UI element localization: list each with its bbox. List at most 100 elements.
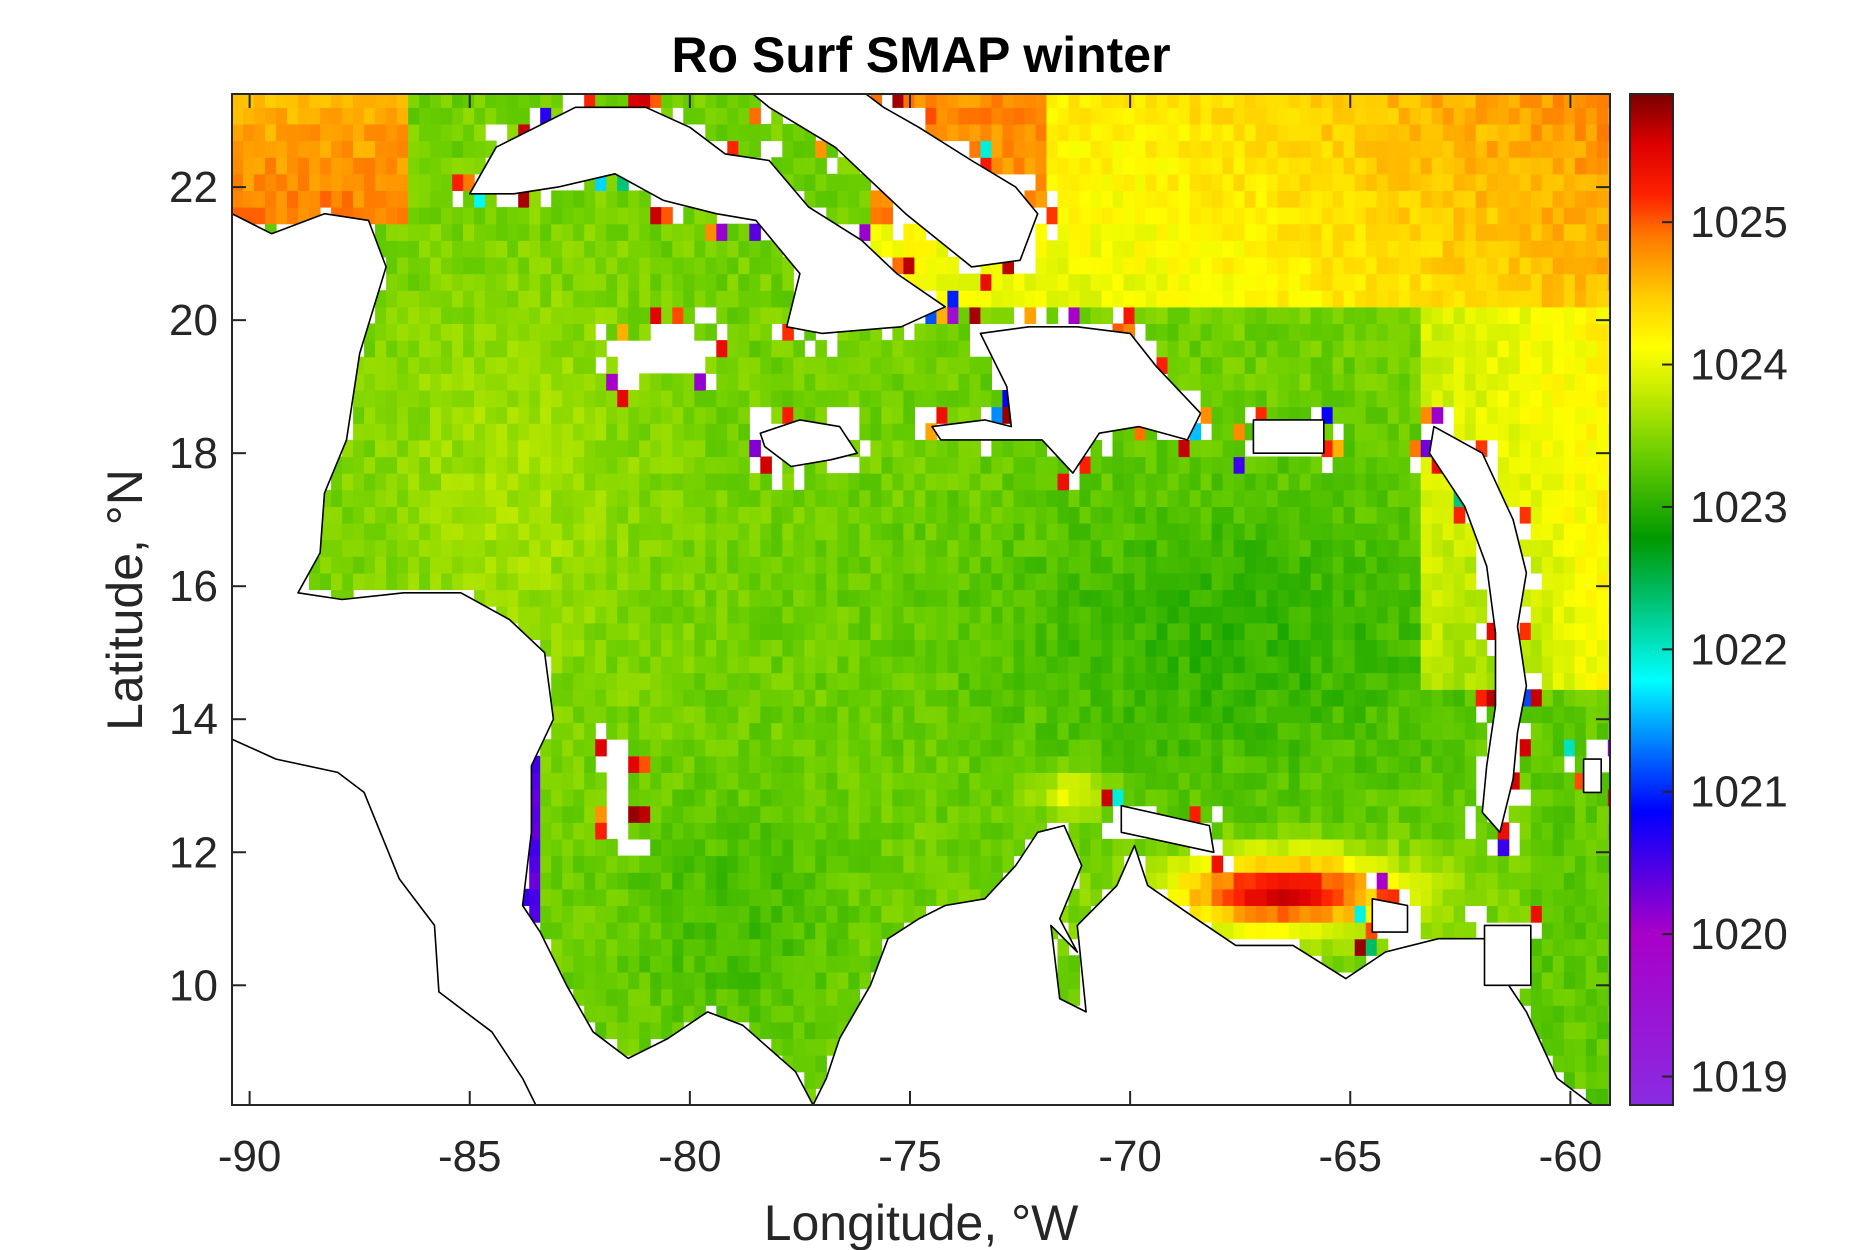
heatmap-cell xyxy=(606,373,618,391)
heatmap-cell xyxy=(925,622,937,640)
heatmap-cell xyxy=(584,922,596,940)
heatmap-cell xyxy=(617,290,629,308)
heatmap-cell xyxy=(408,390,420,408)
heatmap-cell xyxy=(617,606,629,624)
heatmap-cell xyxy=(408,94,420,108)
heatmap-cell xyxy=(584,223,596,241)
heatmap-cell xyxy=(892,589,904,607)
heatmap-cell xyxy=(397,439,409,458)
heatmap-cell xyxy=(595,739,607,757)
heatmap-cell xyxy=(1321,705,1334,724)
heatmap-cell xyxy=(1222,888,1235,906)
heatmap-cell xyxy=(331,123,343,142)
heatmap-cell xyxy=(584,439,596,458)
heatmap-cell xyxy=(1420,523,1433,541)
heatmap-cell xyxy=(1486,107,1499,125)
heatmap-cell xyxy=(1475,606,1488,624)
heatmap-cell xyxy=(815,689,827,707)
heatmap-cell xyxy=(1068,140,1081,158)
heatmap-cell xyxy=(1420,672,1433,690)
heatmap-cell xyxy=(540,789,552,807)
heatmap-cell xyxy=(1321,323,1334,341)
heatmap-cell xyxy=(331,473,343,491)
heatmap-cell xyxy=(1486,290,1499,308)
heatmap-cell xyxy=(1299,838,1312,857)
heatmap-cell xyxy=(1266,622,1279,640)
heatmap-cell xyxy=(650,506,662,524)
heatmap-cell xyxy=(1453,356,1466,374)
heatmap-cell xyxy=(485,207,497,225)
heatmap-cell xyxy=(1376,622,1389,640)
heatmap-cell xyxy=(782,157,794,175)
heatmap-cell xyxy=(1266,656,1279,674)
heatmap-cell xyxy=(1310,523,1323,541)
heatmap-cell xyxy=(1299,755,1312,773)
heatmap-cell xyxy=(705,805,717,823)
heatmap-cell xyxy=(837,672,849,690)
heatmap-cell xyxy=(386,107,398,125)
heatmap-cell xyxy=(1189,572,1202,591)
heatmap-cell xyxy=(1453,589,1466,607)
heatmap-cell xyxy=(1266,922,1279,940)
heatmap-cell xyxy=(1233,689,1246,707)
heatmap-cell xyxy=(562,356,574,374)
heatmap-cell xyxy=(826,772,838,790)
heatmap-cell xyxy=(1211,223,1224,241)
heatmap-cell xyxy=(1453,539,1466,557)
heatmap-cell xyxy=(650,639,662,657)
heatmap-cell xyxy=(584,240,596,258)
heatmap-cell xyxy=(551,373,563,391)
heatmap-cell xyxy=(474,207,486,225)
heatmap-cell xyxy=(793,689,805,707)
heatmap-cell xyxy=(848,772,860,790)
heatmap-cell xyxy=(320,572,332,591)
heatmap-cell xyxy=(1233,639,1246,657)
heatmap-cell xyxy=(1222,539,1235,557)
heatmap-cell xyxy=(1376,572,1389,591)
heatmap-cell xyxy=(1431,323,1444,341)
heatmap-cell xyxy=(1310,273,1323,291)
heatmap-cell xyxy=(727,672,739,690)
heatmap-cell xyxy=(1310,888,1323,906)
heatmap-cell xyxy=(771,123,783,142)
heatmap-cell xyxy=(1354,123,1367,142)
heatmap-cell xyxy=(1123,606,1136,624)
heatmap-cell xyxy=(496,223,508,241)
heatmap-cell xyxy=(1266,838,1279,857)
heatmap-cell xyxy=(551,473,563,491)
heatmap-cell xyxy=(584,905,596,923)
heatmap-cell xyxy=(1266,207,1279,225)
heatmap-cell xyxy=(760,988,772,1006)
heatmap-cell xyxy=(419,306,431,324)
heatmap-cell xyxy=(551,572,563,591)
heatmap-cell xyxy=(507,423,519,441)
heatmap-cell xyxy=(1112,207,1125,225)
heatmap-cell xyxy=(573,838,585,857)
heatmap-cell xyxy=(485,257,497,275)
heatmap-cell xyxy=(562,772,574,790)
heatmap-cell xyxy=(1266,888,1279,906)
heatmap-cell xyxy=(1519,905,1532,923)
heatmap-cell xyxy=(1244,656,1257,674)
heatmap-cell xyxy=(419,439,431,458)
heatmap-cell xyxy=(529,855,541,873)
heatmap-cell xyxy=(925,390,937,408)
heatmap-cell xyxy=(1233,94,1246,108)
heatmap-cell xyxy=(1288,306,1301,324)
heatmap-cell xyxy=(1167,306,1180,324)
heatmap-cell xyxy=(1211,556,1224,574)
heatmap-cell xyxy=(892,94,904,108)
heatmap-cell xyxy=(870,656,882,674)
heatmap-cell xyxy=(1508,173,1521,191)
heatmap-cell xyxy=(1200,273,1213,291)
heatmap-cell xyxy=(1519,656,1532,674)
heatmap-cell xyxy=(1167,107,1180,125)
heatmap-cell xyxy=(1222,190,1235,208)
heatmap-cell xyxy=(1398,556,1411,574)
heatmap-cell xyxy=(1453,257,1466,275)
heatmap-cell xyxy=(496,489,508,507)
heatmap-cell xyxy=(1464,290,1477,308)
heatmap-cell xyxy=(1068,190,1081,208)
heatmap-cell xyxy=(727,972,739,990)
heatmap-cell xyxy=(1398,439,1411,458)
